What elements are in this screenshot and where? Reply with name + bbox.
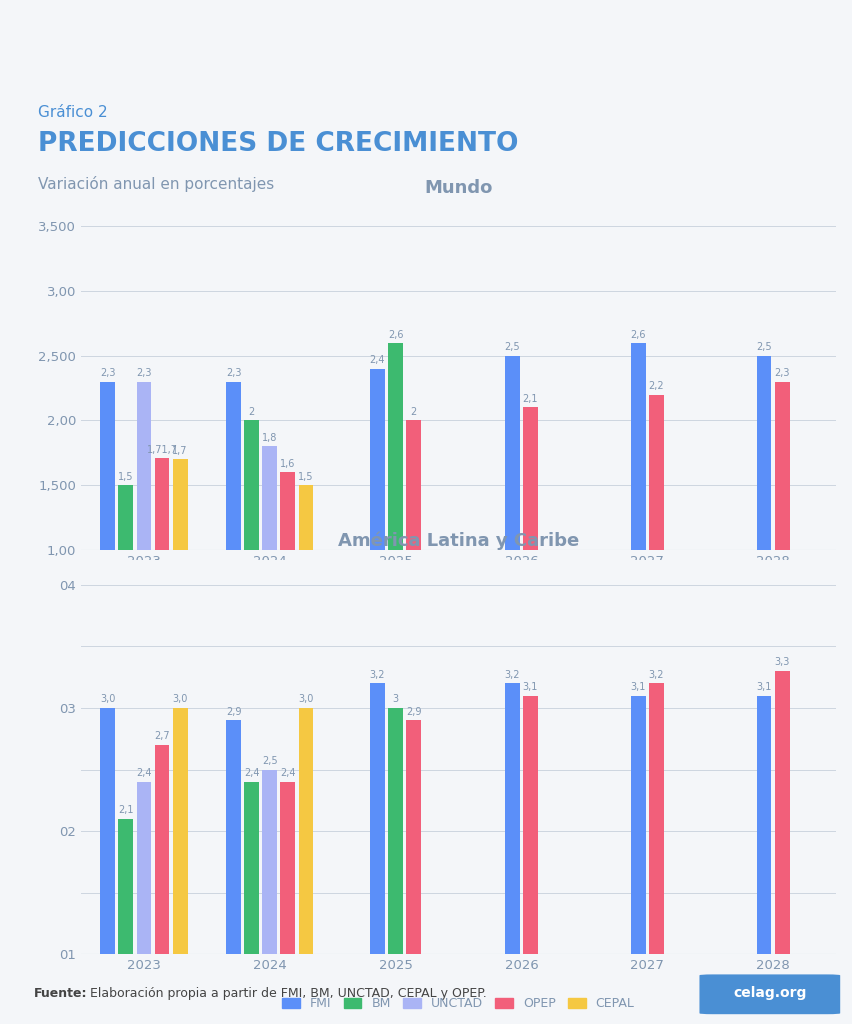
Text: 3,3: 3,3 — [774, 657, 789, 668]
Text: 2: 2 — [410, 408, 417, 417]
FancyBboxPatch shape — [699, 975, 839, 1014]
Bar — [298, 708, 313, 954]
Text: 2,2: 2,2 — [648, 381, 664, 391]
Text: celag.org: celag.org — [732, 986, 806, 1000]
Text: 2,4: 2,4 — [279, 768, 296, 778]
Bar — [280, 782, 295, 954]
Text: 2,4: 2,4 — [369, 355, 385, 366]
Bar — [136, 382, 151, 550]
Text: 3,1: 3,1 — [630, 682, 645, 692]
Bar — [774, 671, 789, 954]
Bar — [244, 782, 259, 954]
Bar — [630, 695, 645, 954]
Text: 2,4: 2,4 — [244, 768, 259, 778]
Bar — [136, 782, 151, 954]
Text: 3,2: 3,2 — [648, 670, 663, 680]
Text: Fuente:: Fuente: — [34, 986, 88, 999]
Title: América Latina y Caribe: América Latina y Caribe — [337, 531, 579, 550]
Text: 3,1: 3,1 — [522, 682, 538, 692]
Text: 1,6: 1,6 — [279, 459, 296, 469]
Bar — [774, 382, 789, 550]
Bar — [298, 485, 313, 550]
Text: 2,6: 2,6 — [388, 330, 403, 340]
Text: 2,3: 2,3 — [774, 369, 789, 378]
Text: 2,3: 2,3 — [226, 369, 241, 378]
Bar — [648, 394, 663, 550]
Bar — [173, 708, 187, 954]
Text: 3,0: 3,0 — [100, 694, 115, 705]
Text: Variación anual en porcentajes: Variación anual en porcentajes — [38, 176, 274, 191]
Text: 2,9: 2,9 — [226, 707, 241, 717]
Text: 2: 2 — [248, 408, 255, 417]
Bar — [388, 343, 402, 550]
Text: 2,5: 2,5 — [504, 342, 520, 352]
Bar — [280, 472, 295, 550]
Title: Mundo: Mundo — [423, 179, 492, 197]
Text: 2,9: 2,9 — [406, 707, 421, 717]
Text: PREDICCIONES DE CRECIMIENTO: PREDICCIONES DE CRECIMIENTO — [38, 131, 518, 157]
Text: 1,5: 1,5 — [298, 472, 314, 482]
Bar — [504, 355, 519, 550]
Bar — [118, 485, 133, 550]
Text: 3,0: 3,0 — [298, 694, 314, 705]
Text: 1,71,7: 1,71,7 — [147, 444, 177, 455]
Bar — [388, 708, 402, 954]
Bar — [504, 683, 519, 954]
Text: 2,4: 2,4 — [136, 768, 152, 778]
Bar — [226, 720, 240, 954]
Text: 2,6: 2,6 — [630, 330, 645, 340]
Bar — [370, 683, 384, 954]
Text: 2,5: 2,5 — [262, 756, 277, 766]
Bar — [406, 720, 421, 954]
Bar — [118, 819, 133, 954]
Bar — [173, 460, 187, 550]
Text: 3,1: 3,1 — [756, 682, 771, 692]
Bar — [522, 408, 538, 550]
Text: 2,1: 2,1 — [522, 394, 538, 404]
Text: 1,7: 1,7 — [172, 446, 187, 456]
Bar — [522, 695, 538, 954]
Text: Elaboración propia a partir de FMI, BM, UNCTAD, CEPAL y OPEP.: Elaboración propia a partir de FMI, BM, … — [89, 986, 486, 999]
Bar — [244, 421, 259, 550]
Bar — [154, 744, 170, 954]
Bar — [101, 708, 115, 954]
Text: Gráfico 2: Gráfico 2 — [38, 105, 108, 120]
Text: 3,2: 3,2 — [369, 670, 385, 680]
Text: 2,3: 2,3 — [136, 369, 152, 378]
Text: 3,2: 3,2 — [504, 670, 520, 680]
Text: 1,8: 1,8 — [262, 433, 277, 443]
Bar — [262, 770, 277, 954]
Bar — [630, 343, 645, 550]
Text: 1,5: 1,5 — [118, 472, 134, 482]
Bar — [756, 355, 770, 550]
Text: 2,1: 2,1 — [118, 805, 134, 815]
Text: 2,5: 2,5 — [755, 342, 771, 352]
Bar — [648, 683, 663, 954]
Text: 3,0: 3,0 — [172, 694, 187, 705]
Bar — [406, 421, 421, 550]
Legend: FMI, BM, UNCTAD, OPEP, CEPAL: FMI, BM, UNCTAD, OPEP, CEPAL — [277, 579, 639, 602]
Bar — [101, 382, 115, 550]
Bar — [370, 369, 384, 550]
Text: 2,3: 2,3 — [100, 369, 115, 378]
Bar — [262, 446, 277, 550]
Bar — [154, 458, 170, 550]
Text: 2,7: 2,7 — [154, 731, 170, 741]
Text: 3: 3 — [392, 694, 398, 705]
Legend: FMI, BM, UNCTAD, OPEP, CEPAL: FMI, BM, UNCTAD, OPEP, CEPAL — [277, 992, 639, 1015]
Bar — [756, 695, 770, 954]
Bar — [226, 382, 240, 550]
